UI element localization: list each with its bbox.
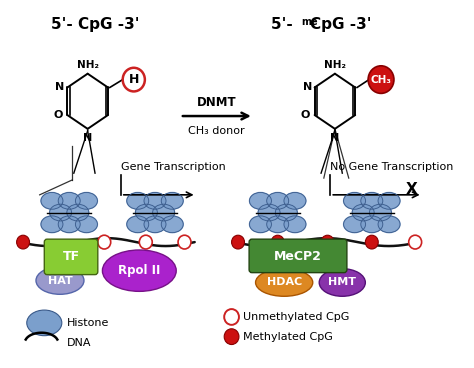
Text: N: N (55, 82, 64, 92)
Ellipse shape (136, 204, 157, 221)
FancyBboxPatch shape (44, 239, 98, 275)
Ellipse shape (127, 216, 149, 233)
Text: H: H (128, 73, 139, 86)
Ellipse shape (352, 204, 374, 221)
Ellipse shape (284, 192, 306, 209)
Text: N: N (302, 82, 312, 92)
Ellipse shape (127, 192, 149, 209)
Text: NH₂: NH₂ (77, 60, 99, 70)
Circle shape (365, 235, 378, 249)
Ellipse shape (161, 192, 183, 209)
Ellipse shape (50, 204, 72, 221)
Ellipse shape (249, 216, 272, 233)
Ellipse shape (144, 192, 166, 209)
Text: Rpol II: Rpol II (118, 264, 161, 277)
Circle shape (224, 309, 239, 325)
Text: HAT: HAT (47, 276, 73, 286)
FancyBboxPatch shape (249, 239, 347, 273)
Text: O: O (301, 110, 310, 120)
Circle shape (409, 235, 421, 249)
Text: No Gene Transcription: No Gene Transcription (330, 162, 454, 172)
Ellipse shape (258, 204, 280, 221)
Ellipse shape (161, 216, 183, 233)
Text: N: N (83, 133, 92, 143)
Ellipse shape (58, 192, 80, 209)
Ellipse shape (67, 204, 89, 221)
Circle shape (224, 329, 239, 344)
Text: 5'-: 5'- (271, 17, 298, 32)
Text: CH₃ donor: CH₃ donor (189, 126, 245, 136)
Text: MeCP2: MeCP2 (274, 250, 322, 263)
Circle shape (232, 235, 245, 249)
Ellipse shape (319, 269, 365, 296)
Ellipse shape (75, 216, 98, 233)
Ellipse shape (249, 192, 272, 209)
Text: CpG -3': CpG -3' (310, 17, 372, 32)
Ellipse shape (102, 250, 176, 291)
Ellipse shape (267, 216, 289, 233)
Circle shape (368, 66, 394, 93)
Ellipse shape (36, 267, 84, 294)
Text: Methylated CpG: Methylated CpG (243, 332, 333, 342)
Ellipse shape (58, 216, 80, 233)
Circle shape (98, 235, 111, 249)
Text: CH₃: CH₃ (371, 75, 392, 85)
Ellipse shape (344, 216, 365, 233)
Text: 5'- CpG -3': 5'- CpG -3' (51, 17, 139, 32)
Circle shape (321, 235, 334, 249)
Ellipse shape (378, 192, 400, 209)
Text: DNA: DNA (67, 337, 92, 347)
Text: X: X (406, 183, 417, 197)
Ellipse shape (41, 192, 63, 209)
Text: NH₂: NH₂ (324, 60, 346, 70)
Ellipse shape (153, 204, 174, 221)
Ellipse shape (361, 192, 383, 209)
Circle shape (17, 235, 29, 249)
Ellipse shape (369, 204, 392, 221)
Text: Gene Transcription: Gene Transcription (121, 162, 226, 172)
Ellipse shape (284, 216, 306, 233)
Ellipse shape (75, 192, 98, 209)
Text: DNMT: DNMT (197, 96, 237, 109)
Ellipse shape (275, 204, 297, 221)
Text: Unmethylated CpG: Unmethylated CpG (243, 312, 349, 322)
Ellipse shape (361, 216, 383, 233)
Ellipse shape (378, 216, 400, 233)
Ellipse shape (27, 310, 62, 336)
Circle shape (139, 235, 152, 249)
Ellipse shape (267, 192, 289, 209)
Text: O: O (54, 110, 63, 120)
Ellipse shape (144, 216, 166, 233)
Text: N: N (330, 133, 339, 143)
Text: TF: TF (63, 250, 80, 263)
Text: HMT: HMT (328, 277, 356, 287)
Circle shape (271, 235, 284, 249)
Text: Histone: Histone (67, 318, 110, 328)
Circle shape (123, 68, 145, 91)
Text: HDAC: HDAC (266, 277, 302, 287)
Ellipse shape (344, 192, 365, 209)
Ellipse shape (41, 216, 63, 233)
Ellipse shape (255, 269, 313, 296)
Text: me: me (301, 17, 318, 26)
Circle shape (178, 235, 191, 249)
